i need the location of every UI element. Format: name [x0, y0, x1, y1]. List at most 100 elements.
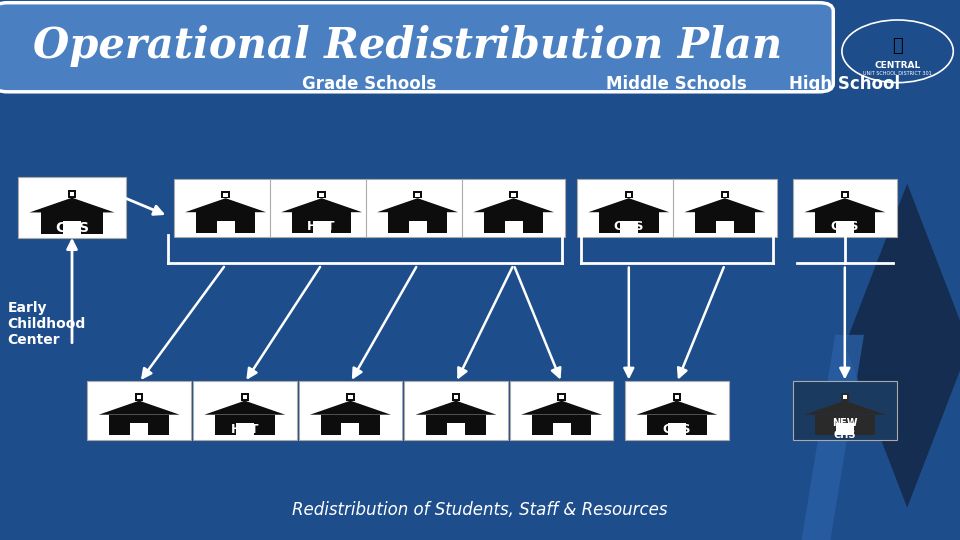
Bar — [815, 212, 875, 233]
Polygon shape — [521, 401, 602, 415]
FancyBboxPatch shape — [673, 179, 777, 237]
FancyBboxPatch shape — [17, 177, 126, 239]
Polygon shape — [804, 198, 885, 212]
Bar — [241, 393, 249, 401]
Bar — [505, 221, 522, 233]
Bar — [243, 395, 247, 399]
Text: PK: PK — [446, 423, 466, 436]
FancyBboxPatch shape — [193, 381, 297, 440]
Bar — [673, 393, 681, 401]
Bar — [409, 221, 426, 233]
Bar — [137, 395, 141, 399]
Polygon shape — [204, 401, 285, 415]
FancyBboxPatch shape — [625, 381, 729, 440]
FancyBboxPatch shape — [793, 381, 897, 440]
Polygon shape — [588, 198, 669, 212]
Bar — [40, 212, 104, 234]
Polygon shape — [30, 198, 114, 212]
Bar — [348, 395, 352, 399]
Bar — [454, 395, 458, 399]
Bar — [723, 193, 727, 197]
Text: Operational Redistribution Plan: Operational Redistribution Plan — [34, 25, 782, 67]
Bar — [321, 415, 380, 435]
Polygon shape — [845, 184, 960, 508]
Bar — [426, 415, 486, 435]
Text: CHS: CHS — [662, 423, 691, 436]
Bar — [843, 193, 847, 197]
Bar — [484, 212, 543, 233]
Polygon shape — [804, 401, 885, 415]
Text: HBT: HBT — [307, 220, 336, 233]
Bar — [224, 193, 228, 197]
Bar — [647, 415, 707, 435]
Bar — [620, 221, 637, 233]
Bar — [347, 393, 354, 401]
FancyBboxPatch shape — [174, 179, 277, 237]
Bar — [318, 191, 325, 198]
Polygon shape — [99, 401, 180, 415]
FancyBboxPatch shape — [462, 179, 565, 237]
Bar — [292, 212, 351, 233]
Polygon shape — [310, 401, 391, 415]
Text: Grade Schools: Grade Schools — [302, 75, 437, 93]
Bar — [217, 221, 234, 233]
Bar — [668, 423, 685, 435]
FancyBboxPatch shape — [404, 381, 508, 440]
Text: CENTRAL: CENTRAL — [875, 62, 921, 70]
Bar — [452, 393, 460, 401]
FancyBboxPatch shape — [577, 179, 681, 237]
Bar — [62, 221, 82, 234]
Text: 📚: 📚 — [892, 37, 903, 55]
Text: Redistribution of Students, Staff & Resources: Redistribution of Students, Staff & Reso… — [292, 501, 668, 519]
Polygon shape — [281, 198, 362, 212]
Text: CT: CT — [217, 220, 234, 233]
Bar — [843, 395, 847, 399]
Text: High School: High School — [789, 75, 900, 93]
FancyBboxPatch shape — [299, 381, 402, 440]
Bar — [236, 423, 253, 435]
Bar — [625, 191, 633, 198]
Polygon shape — [684, 198, 765, 212]
Bar — [815, 415, 875, 435]
Bar — [416, 193, 420, 197]
FancyBboxPatch shape — [510, 381, 613, 440]
Text: HBT: HBT — [230, 423, 259, 436]
Bar — [716, 221, 733, 233]
Text: Middle Schools: Middle Schools — [607, 75, 747, 93]
Bar — [512, 193, 516, 197]
Text: PV: PV — [504, 220, 523, 233]
FancyBboxPatch shape — [366, 179, 469, 237]
Text: UNIT SCHOOL DISTRICT 301: UNIT SCHOOL DISTRICT 301 — [863, 71, 932, 77]
Bar — [69, 192, 75, 196]
Bar — [131, 423, 148, 435]
Bar — [215, 415, 275, 435]
FancyBboxPatch shape — [87, 381, 191, 440]
Bar — [109, 415, 169, 435]
Bar — [695, 212, 755, 233]
Bar — [510, 191, 517, 198]
Bar — [222, 191, 229, 198]
Text: LL: LL — [343, 423, 358, 436]
Text: CT: CT — [131, 423, 148, 436]
Bar — [67, 190, 77, 198]
FancyBboxPatch shape — [0, 3, 833, 92]
Text: PK: PK — [715, 220, 734, 233]
Text: CMS: CMS — [613, 220, 644, 233]
Bar — [313, 221, 330, 233]
Text: Early
Childhood
Center: Early Childhood Center — [8, 301, 86, 347]
Bar — [675, 395, 679, 399]
Bar — [414, 191, 421, 198]
FancyBboxPatch shape — [793, 179, 897, 237]
FancyBboxPatch shape — [270, 179, 373, 237]
Text: CMS: CMS — [55, 220, 89, 234]
Bar — [342, 423, 359, 435]
Bar — [627, 193, 631, 197]
Text: NEW
CHS: NEW CHS — [832, 418, 857, 440]
Polygon shape — [636, 401, 717, 415]
Polygon shape — [377, 198, 458, 212]
Bar — [836, 423, 853, 435]
Bar — [836, 221, 853, 233]
Bar — [447, 423, 465, 435]
Text: PV: PV — [552, 423, 571, 436]
Bar — [553, 423, 570, 435]
